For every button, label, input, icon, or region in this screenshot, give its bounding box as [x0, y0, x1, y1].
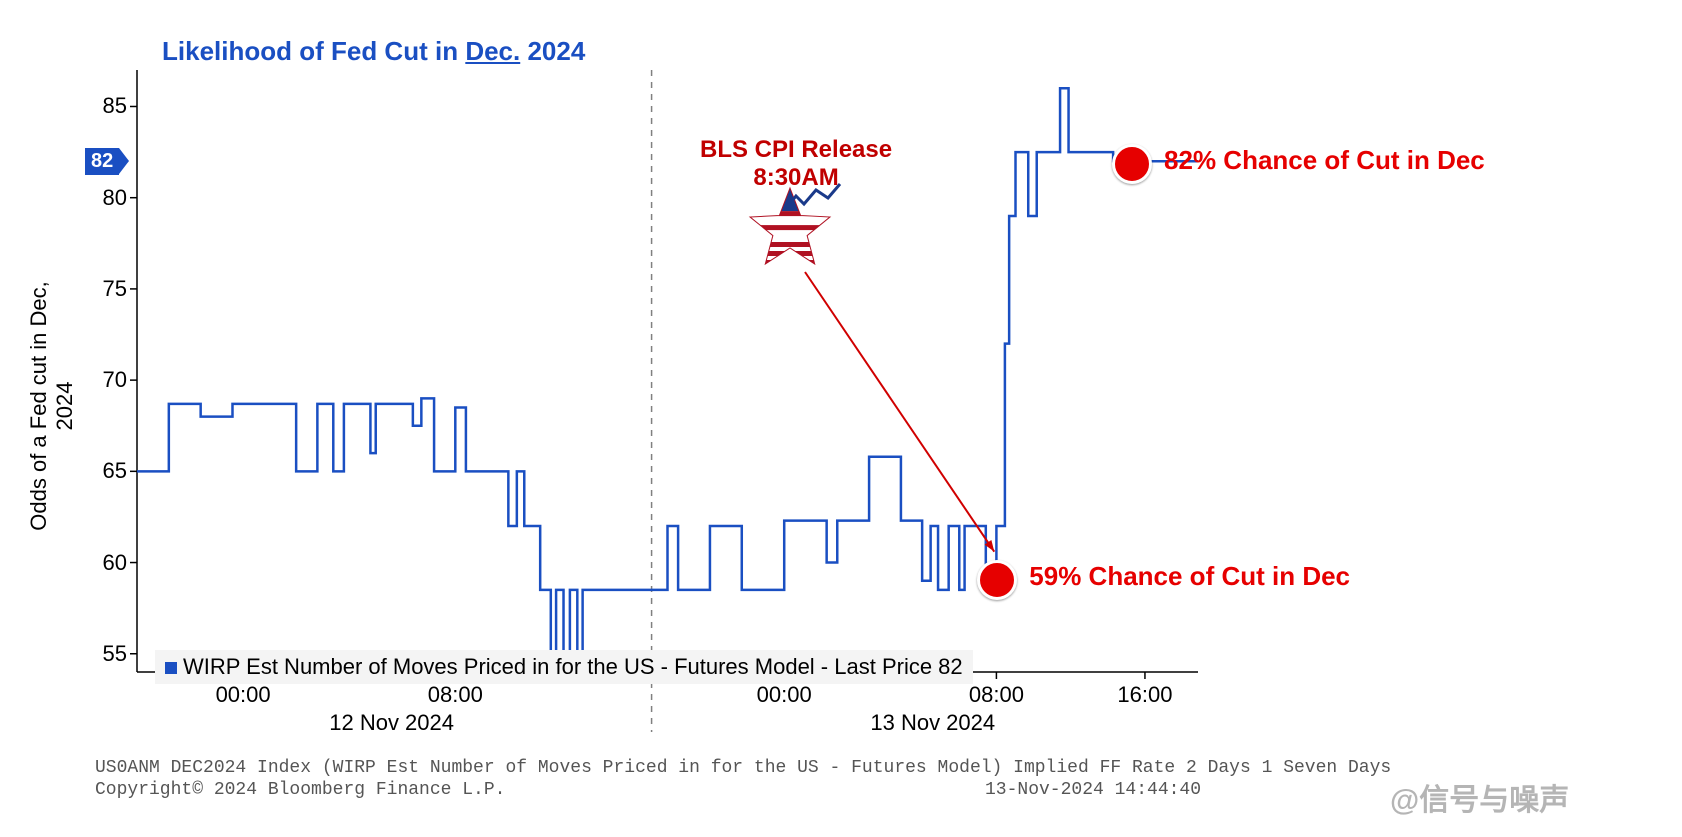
legend-color-square	[165, 662, 177, 674]
y-tick-label: 85	[87, 93, 127, 119]
x-tick-label: 00:00	[734, 682, 834, 708]
legend-text: WIRP Est Number of Moves Priced in for t…	[183, 654, 963, 679]
y-tick-label: 75	[87, 276, 127, 302]
y-tick-label: 60	[87, 550, 127, 576]
x-tick-label: 00:00	[193, 682, 293, 708]
footer-line-2-right: 13-Nov-2024 14:44:40	[985, 780, 1201, 800]
y-tick-label: 65	[87, 458, 127, 484]
cpi-line1: BLS CPI Release	[700, 136, 892, 164]
legend: WIRP Est Number of Moves Priced in for t…	[155, 650, 973, 684]
x-tick-label: 08:00	[946, 682, 1046, 708]
footer-line-2-left: Copyright© 2024 Bloomberg Finance L.P.	[95, 780, 505, 800]
x-tick-label: 08:00	[405, 682, 505, 708]
footer-line-1: US0ANM DEC2024 Index (WIRP Est Number of…	[95, 758, 1391, 778]
cpi-line2: 8:30AM	[700, 164, 892, 192]
y-tick-label: 70	[87, 367, 127, 393]
cpi-release-annotation: BLS CPI Release 8:30AM	[700, 136, 892, 192]
x-tick-label: 16:00	[1095, 682, 1195, 708]
y-tick-label: 80	[87, 185, 127, 211]
callout-dot-82	[1112, 144, 1152, 184]
watermark: @信号与噪声	[1390, 775, 1569, 819]
current-value-tag: 82	[85, 148, 119, 175]
callout-label-82: 82% Chance of Cut in Dec	[1164, 145, 1485, 176]
x-date-label: 12 Nov 2024	[292, 710, 492, 736]
y-tick-label: 55	[87, 641, 127, 667]
x-date-label: 13 Nov 2024	[833, 710, 1033, 736]
callout-label-59: 59% Chance of Cut in Dec	[1029, 561, 1350, 592]
